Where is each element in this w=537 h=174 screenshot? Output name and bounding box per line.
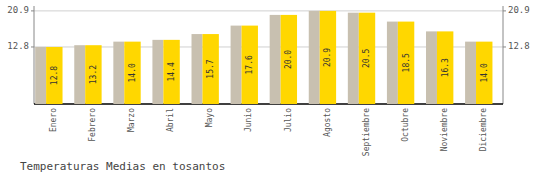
x-tick-label: Junio	[244, 108, 253, 132]
title: Temperaturas Medias en tosantos	[20, 160, 225, 173]
bar-shadow	[465, 42, 476, 104]
x-tick-label: Enero	[49, 108, 58, 132]
y-tick-label: 20.9	[7, 5, 29, 15]
bar-shadow	[231, 26, 242, 104]
x-tick-label: Abril	[166, 108, 175, 132]
bar-shadow	[387, 22, 398, 104]
y2-tick-label: 20.9	[508, 5, 530, 15]
data-label: 12.8	[50, 66, 59, 85]
y2-axis-line	[503, 6, 504, 104]
bar	[320, 11, 336, 104]
x-tick-label: Julio	[284, 108, 293, 132]
bar-shadow	[270, 15, 281, 104]
bar-shadow	[309, 11, 320, 104]
x-tick-label: Mayo	[205, 108, 214, 127]
x-tick-label: Septiembre	[362, 108, 371, 156]
bar	[398, 22, 414, 104]
data-label: 14.0	[128, 63, 137, 82]
bar-shadow	[74, 45, 85, 104]
chart-container: 12.8 12.8 20.9 20.9 12.8 13.2 14.0 14.4 15.7 17.6…	[0, 0, 537, 174]
y-tick	[31, 10, 34, 11]
bar	[437, 31, 453, 104]
y-axis-line	[34, 6, 35, 104]
x-tick-label: Octubre	[401, 108, 410, 142]
bar-shadow	[113, 42, 124, 104]
bar-shadow	[35, 47, 46, 104]
bar	[242, 26, 258, 104]
bar	[124, 42, 140, 104]
y2-tick	[503, 46, 506, 47]
x-tick-label: Diciembre	[479, 108, 488, 152]
data-label: 20.9	[323, 48, 332, 67]
x-tick-labels: Enero Febrero Marzo Abril Mayo Junio Julio Agos…	[49, 108, 488, 156]
data-label: 13.2	[89, 65, 98, 84]
data-label: 20.5	[362, 49, 371, 68]
data-label: 15.7	[206, 59, 215, 78]
data-label: 18.5	[402, 53, 411, 72]
bar-shadow	[426, 31, 437, 104]
bar-shadow	[192, 34, 203, 104]
y-tick	[31, 46, 34, 47]
y2-tick-label: 12.8	[508, 41, 530, 51]
bar	[281, 15, 297, 104]
bar	[476, 42, 492, 104]
data-label: 17.6	[245, 55, 254, 74]
x-tick-label: Noviembre	[440, 108, 449, 152]
bar	[46, 47, 62, 104]
bar	[359, 13, 375, 104]
y-tick-label: 12.8	[7, 41, 29, 51]
bar	[202, 34, 218, 104]
bar	[163, 40, 179, 104]
x-tick-label: Marzo	[127, 108, 136, 132]
data-label: 14.4	[167, 62, 176, 81]
bar-shadow	[152, 40, 163, 104]
grid-line	[34, 10, 503, 11]
x-tick-label: Febrero	[88, 108, 97, 142]
data-label: 16.3	[441, 58, 450, 77]
y2-tick	[503, 10, 506, 11]
data-labels: 12.8 13.2 14.0 14.4 15.7 17.6 20.0 20.9 20.5 18.5…	[50, 48, 489, 85]
x-tick-label: Agosto	[323, 108, 332, 137]
bar	[85, 45, 101, 104]
chart: 12.8 12.8 20.9 20.9 12.8 13.2 14.0 14.4 15.7 17.6…	[0, 0, 537, 174]
data-label: 20.0	[284, 50, 293, 69]
bars	[35, 11, 492, 104]
axes: 12.8 12.8 20.9 20.9	[7, 5, 529, 104]
data-label: 14.0	[480, 63, 489, 82]
bar-shadow	[348, 13, 359, 104]
